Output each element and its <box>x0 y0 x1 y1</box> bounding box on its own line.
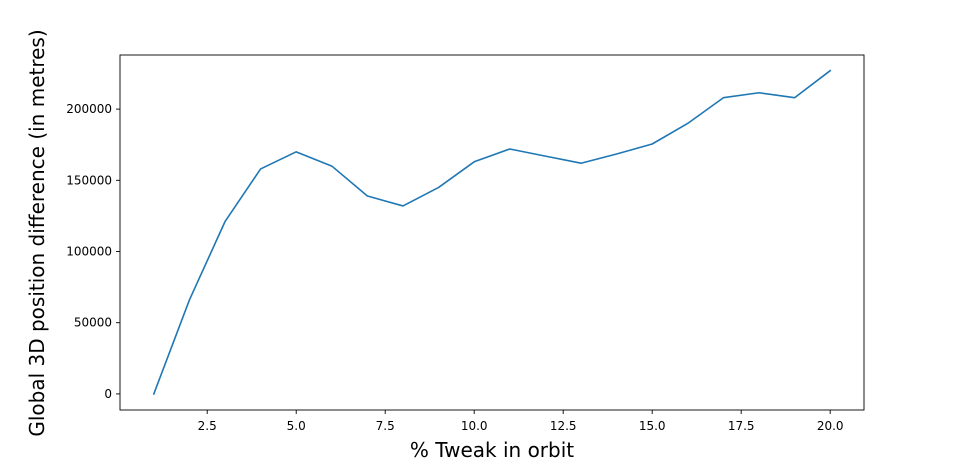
x-tick-label: 20.0 <box>817 419 844 433</box>
x-tick-label: 12.5 <box>550 419 577 433</box>
x-tick-label: 7.5 <box>376 419 395 433</box>
y-axis-title: Global 3D position difference (in metres… <box>25 29 49 436</box>
plot-area <box>120 55 864 410</box>
x-axis-ticks: 2.5 5.0 7.5 10.0 12.5 15.0 17.5 20.0 <box>198 410 844 433</box>
y-tick-label: 0 <box>104 387 112 401</box>
x-tick-label: 10.0 <box>461 419 488 433</box>
series-line <box>152 69 832 395</box>
x-axis-title: % Tweak in orbit <box>410 438 574 461</box>
x-tick-label: 17.5 <box>728 419 755 433</box>
x-tick-label: 5.0 <box>287 419 306 433</box>
x-tick-label: 15.0 <box>639 419 666 433</box>
y-tick-label: 150000 <box>66 173 112 187</box>
y-axis-ticks: 0 50000 100000 150000 200000 <box>66 102 120 401</box>
x-tick-label: 2.5 <box>198 419 217 433</box>
y-tick-label: 100000 <box>66 245 112 259</box>
y-tick-label: 200000 <box>66 102 112 116</box>
plot-frame <box>119 54 865 411</box>
y-tick-label: 50000 <box>74 316 112 330</box>
